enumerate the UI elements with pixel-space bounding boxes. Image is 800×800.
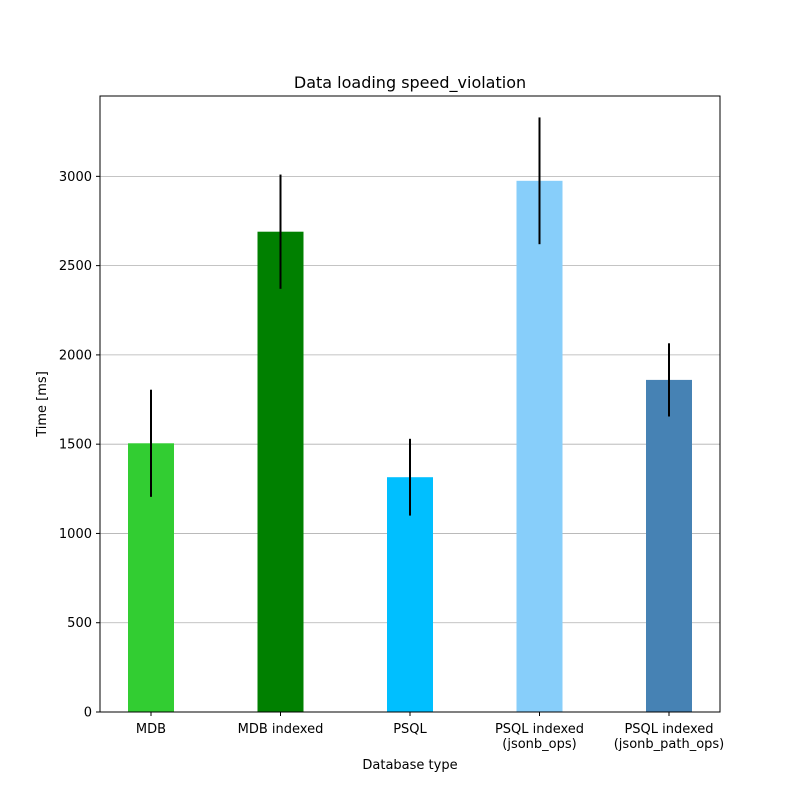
x-tick-label: (jsonb_path_ops) (614, 737, 725, 752)
x-axis: MDB MDB indexed PSQL PSQL indexed(jsonb_ops… (136, 712, 724, 752)
x-axis-label: Database type (362, 758, 457, 773)
chart-title: Data loading speed_violation (294, 73, 526, 93)
y-tick-label: 3000 (59, 170, 92, 185)
y-tick-label: 1000 (59, 527, 92, 542)
y-tick-label: 500 (67, 616, 92, 631)
x-tick-label: (jsonb_ops) (502, 737, 576, 752)
y-axis-label: Time [ms] (35, 371, 50, 438)
x-tick-label: MDB indexed (238, 722, 324, 737)
y-tick-label: 1500 (59, 438, 92, 453)
bar (387, 477, 433, 712)
x-tick-label: PSQL indexed (495, 722, 584, 737)
x-tick-label: PSQL (393, 722, 427, 737)
bar (516, 180, 563, 713)
x-tick-label: MDB (136, 722, 166, 737)
y-axis: 0 500 1000 1500 2000 2500 3000 (59, 170, 100, 721)
error-bars (150, 117, 670, 516)
y-tick-label: 0 (84, 706, 92, 721)
y-tick-label: 2500 (59, 259, 92, 274)
bar (646, 379, 692, 712)
x-tick-label: PSQL indexed (624, 722, 713, 737)
y-tick-label: 2000 (59, 348, 92, 363)
bar (257, 231, 304, 712)
